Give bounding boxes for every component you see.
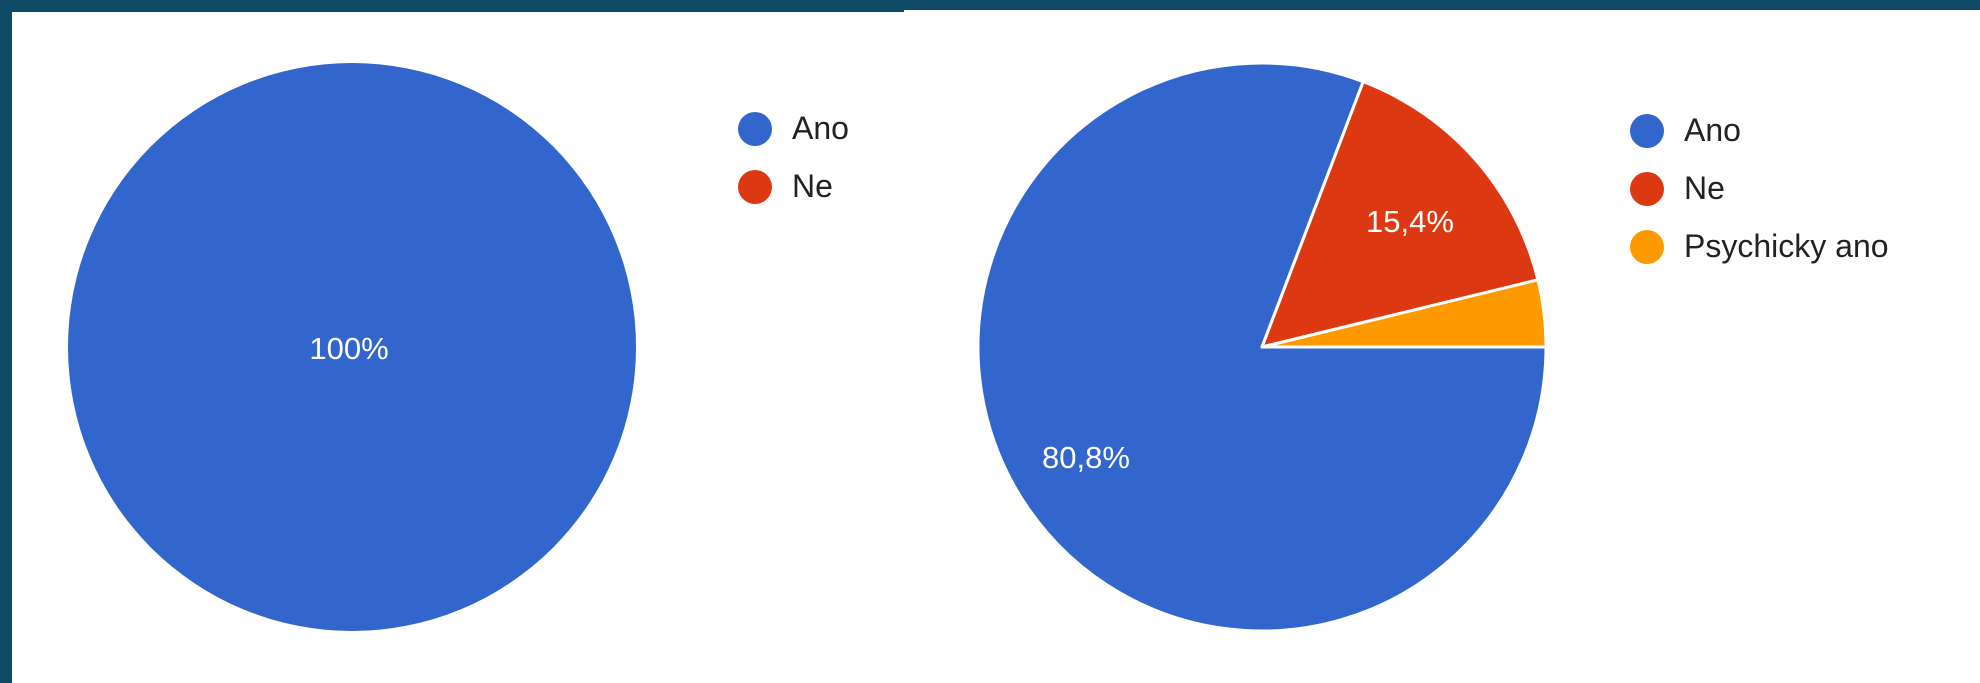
legend-label: Ne bbox=[1684, 170, 1725, 206]
chart-panel-1: 100% Ano Ne bbox=[12, 12, 904, 683]
pie-slice-ne[interactable] bbox=[1260, 80, 1540, 349]
legend-dot-ano bbox=[1630, 114, 1664, 148]
pie-slice-ano[interactable] bbox=[68, 63, 636, 631]
legend-label: Psychicky ano bbox=[1684, 228, 1889, 264]
legend-dot-ne bbox=[738, 170, 772, 204]
chart-panel-2: 80,8% 15,4% Ano Ne Psychicky ano bbox=[904, 10, 1980, 683]
pie-chart-2: 80,8% 15,4% bbox=[976, 61, 1548, 633]
pie-chart-1: 100% bbox=[68, 63, 636, 631]
legend-dot-ano bbox=[738, 112, 772, 146]
legend-label: Ano bbox=[1684, 112, 1741, 148]
legend-label: Ne bbox=[792, 168, 833, 204]
slice-label-ano: 80,8% bbox=[1042, 440, 1130, 475]
pie-slice-psychicky-ano[interactable] bbox=[1260, 278, 1548, 349]
legend-dot-psychicky-ano bbox=[1630, 230, 1664, 264]
legend-label: Ano bbox=[792, 110, 849, 146]
slice-label-ano: 100% bbox=[309, 331, 388, 366]
legend-dot-ne bbox=[1630, 172, 1664, 206]
slice-label-ne: 15,4% bbox=[1366, 204, 1454, 239]
